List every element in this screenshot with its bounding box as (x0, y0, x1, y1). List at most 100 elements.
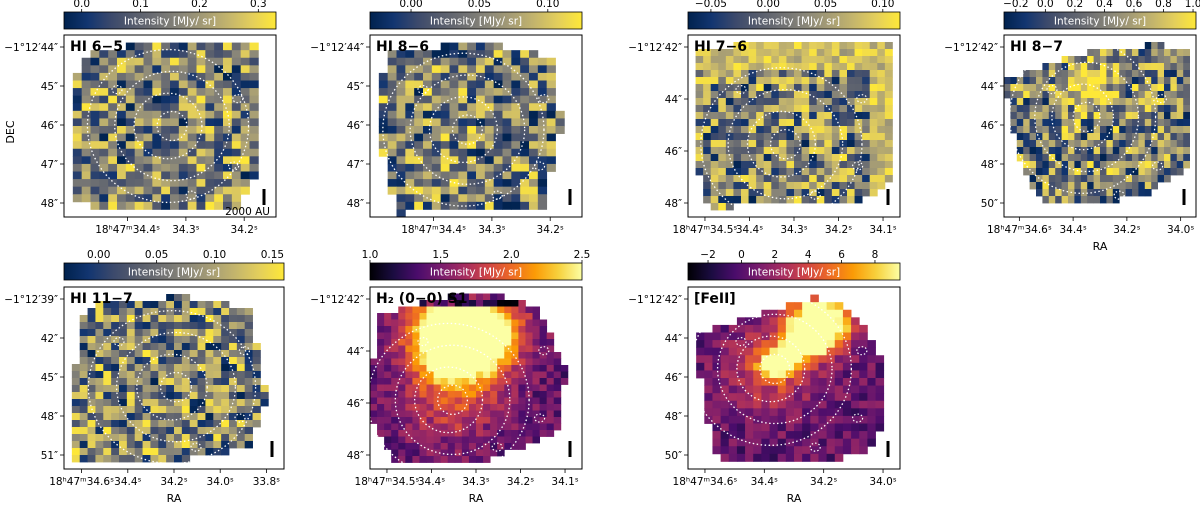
heatmap-cell (511, 384, 519, 392)
heatmap-cell (816, 84, 825, 92)
heatmap-cell (1183, 133, 1190, 141)
heatmap-cell (1100, 84, 1107, 92)
heatmap-cell (539, 345, 548, 353)
heatmap-cell (728, 393, 738, 402)
heatmap-cell (553, 378, 562, 385)
heatmap-cell (384, 371, 392, 379)
heatmap-cell (1164, 98, 1171, 106)
heatmap-cell (1036, 126, 1043, 134)
heatmap-cell (801, 49, 810, 57)
heatmap-cell (433, 391, 442, 398)
heatmap-cell (1036, 70, 1043, 78)
heatmap-cell (95, 448, 104, 456)
heatmap-cell (181, 364, 191, 372)
heatmap-cell (181, 322, 191, 330)
heatmap-cell (761, 317, 770, 326)
heatmap-cell (458, 118, 468, 127)
heatmap-cell (802, 385, 811, 394)
heatmap-cell (134, 399, 143, 407)
plot-frame (1003, 34, 1197, 218)
heatmap-cell (229, 413, 238, 421)
contours (689, 291, 868, 452)
heatmap-cell (1138, 161, 1146, 169)
heatmap-cell (187, 42, 197, 51)
heatmap-cell (158, 322, 167, 330)
heatmap-cell (1042, 105, 1050, 113)
heatmap-cell (223, 65, 233, 74)
heatmap-cell (125, 133, 136, 142)
heatmap-cell (197, 399, 206, 407)
heatmap-cell (1119, 168, 1126, 176)
heatmap-cell (537, 65, 548, 74)
x-tick-label: 34.2ˢ (160, 476, 187, 488)
heatmap-cell (87, 322, 96, 330)
y-tick-label: 47″ (347, 159, 364, 171)
heatmap-cell (862, 49, 871, 57)
heatmap-cell (467, 148, 477, 157)
heatmap-cell (440, 50, 450, 59)
heatmap-cell (753, 453, 762, 462)
heatmap-cell (170, 103, 180, 112)
heatmap-cell (801, 147, 810, 155)
heatmap-cell (433, 410, 442, 418)
heatmap-cell (884, 168, 893, 176)
heatmap-cell (213, 413, 222, 421)
heatmap-cell (818, 340, 828, 349)
heatmap-cell (816, 70, 825, 78)
heatmap-cell (79, 399, 88, 407)
colorbar-tick-label: 2.0 (503, 249, 520, 261)
heatmap-cell (816, 154, 825, 162)
heatmap-cell (398, 423, 406, 431)
heatmap-cell (454, 436, 463, 444)
heatmap-cell (391, 456, 399, 463)
heatmap-cell (771, 56, 780, 64)
heatmap-cell (1157, 98, 1165, 106)
heatmap-cell (90, 80, 100, 89)
heatmap-cell (189, 364, 198, 372)
heatmap-cell (370, 384, 378, 392)
heatmap-cell (511, 186, 521, 195)
heatmap-cell (756, 63, 765, 71)
heatmap-cell (103, 448, 112, 456)
heatmap-cell (785, 453, 795, 462)
heatmap-cell (213, 420, 222, 428)
heatmap-cell (511, 436, 519, 444)
heatmap-cell (414, 126, 424, 134)
colorbar-tick-label: −0.2 (1003, 0, 1029, 10)
heatmap-cell (1157, 168, 1165, 176)
heatmap-cell (785, 324, 795, 333)
heatmap-cell (794, 119, 802, 127)
heatmap-cell (87, 308, 96, 316)
heatmap-cell (99, 126, 109, 134)
heatmap-cell (391, 352, 399, 359)
heatmap-cell (476, 95, 486, 104)
heatmap-cell (520, 194, 530, 203)
heatmap-cell (249, 148, 259, 157)
heatmap-cell (213, 434, 222, 442)
heatmap-cell (1042, 154, 1050, 162)
heatmap-cell (1176, 161, 1184, 169)
heatmap-cell (458, 141, 468, 150)
colorbar (369, 11, 583, 30)
heatmap-cell (236, 420, 246, 428)
heatmap-cell (1144, 182, 1152, 190)
heatmap-cell (449, 57, 459, 66)
panel-4: Intensity [MJy/ sr]−0.2 0.0 0.2 0.4 0.6 0.8 1.… (944, 0, 1200, 253)
heatmap-cell (484, 133, 495, 142)
heatmap-cell (229, 406, 238, 414)
heatmap-cell (518, 384, 526, 392)
heatmap-cell (875, 400, 885, 409)
heatmap-cell (490, 391, 498, 398)
heatmap-cell (476, 133, 486, 142)
heatmap-cell (511, 345, 519, 353)
heatmap-cell (134, 171, 144, 180)
heatmap-cell (826, 423, 836, 432)
heatmap-cell (839, 105, 848, 113)
heatmap-cell (703, 84, 712, 92)
heatmap-cell (249, 163, 259, 172)
heatmap-cell (777, 438, 787, 447)
heatmap-cell (1125, 182, 1133, 190)
heatmap-cell (560, 371, 569, 379)
heatmap-cell (851, 408, 860, 417)
